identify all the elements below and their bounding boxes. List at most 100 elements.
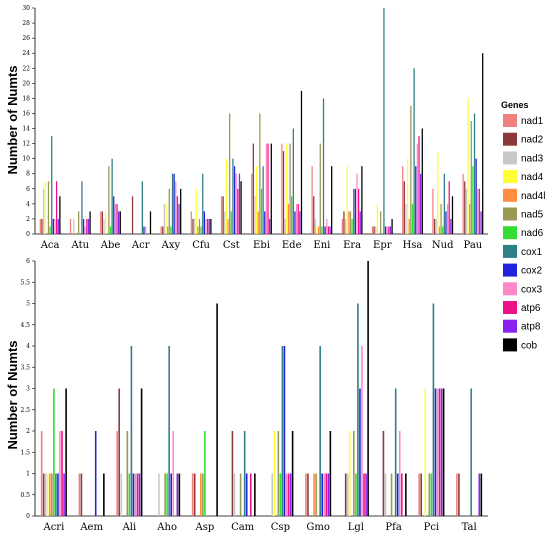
bottom-y-tick-label: 3.5 <box>20 364 30 371</box>
top-bar-Ebi-nad1 <box>251 173 253 234</box>
top-bar-Abe-nad4 <box>104 211 107 234</box>
bottom-bar-Aem-nad1 <box>78 473 81 516</box>
legend-swatch-cox2 <box>503 263 517 277</box>
bottom-bar-Csp-cox3 <box>285 473 288 516</box>
top-bar-Axy-nad1 <box>160 226 162 234</box>
top-bar-Nud-nad4 <box>437 151 439 234</box>
bottom-bar-Csp-atp8 <box>289 473 292 516</box>
top-bar-Atu-cox1 <box>81 181 83 234</box>
top-y-tick-label: 2 <box>26 216 30 223</box>
top-bar-Aca-atp8 <box>57 218 59 234</box>
legend-label-cob: cob <box>521 340 538 351</box>
bottom-category-label: Csp <box>271 522 290 533</box>
bottom-bar-Pci-atp8 <box>440 388 443 516</box>
bottom-y-tick-label: 5.5 <box>20 279 30 286</box>
top-bar-Cst-nad3 <box>224 211 226 234</box>
top-bar-Eni-nad2 <box>313 196 315 234</box>
top-bar-Cfu-cob <box>210 218 212 234</box>
legend-label-nad6: nad6 <box>521 228 544 239</box>
bottom-bar-Gmo-atp6 <box>325 473 328 516</box>
top-bar-Era-cox2 <box>354 188 356 234</box>
top-bar-Hsa-cob <box>421 128 423 234</box>
top-y-tick-label: 12 <box>22 141 30 148</box>
top-bar-Aca-cox2 <box>52 218 54 234</box>
legend-swatch-nad4l <box>503 188 517 202</box>
top-bar-Abe-atp6 <box>116 203 118 234</box>
top-bar-Era-atp8 <box>359 211 361 234</box>
top-bar-Ede-nad2 <box>282 151 285 234</box>
bottom-bar-Gmo-nad2 <box>307 473 309 516</box>
top-bar-Aca-nad4 <box>44 181 46 234</box>
bottom-bar-Acri-cox3 <box>59 431 61 516</box>
top-bar-Pau-nad4 <box>467 98 469 235</box>
top-bar-Atu-atp6 <box>86 218 88 234</box>
top-bar-Epr-nad3 <box>375 226 377 234</box>
bottom-bar-Tal-cox1 <box>470 388 472 516</box>
top-bar-Ebi-atp8 <box>269 218 271 234</box>
bottom-bar-Cam-cob <box>254 473 256 516</box>
top-bar-Aca-nad3 <box>42 188 45 234</box>
top-bar-Atu-cox2 <box>82 218 85 234</box>
bottom-y-tick-label: 0.5 <box>20 492 30 499</box>
top-y-tick-label: 20 <box>22 80 30 87</box>
top-bar-Eni-nad4 <box>316 226 318 234</box>
top-bar-Atu-cob <box>89 211 91 234</box>
bottom-y-tick-label: 4.5 <box>20 322 30 329</box>
legend-label-nad5: nad5 <box>521 210 544 221</box>
top-bar-Aca-atp6 <box>55 181 58 234</box>
top-bar-Eni-nad1 <box>311 166 313 234</box>
top-category-label: Ede <box>282 240 302 251</box>
top-bar-Ede-atp6 <box>297 203 299 234</box>
top-bar-Ebi-atp6 <box>267 143 269 234</box>
top-bar-Pau-nad4l <box>469 203 471 234</box>
bottom-category-label: Pci <box>424 522 440 533</box>
top-bar-Atu-nad1 <box>69 218 72 234</box>
top-bar-Hsa-cox2 <box>415 166 417 234</box>
top-bar-Aca-nad1 <box>39 218 41 234</box>
bottom-y-tick-label: 6 <box>26 258 30 265</box>
bottom-bar-Csp-nad4 <box>273 431 276 516</box>
bottom-bar-Cam-cox2 <box>245 473 248 516</box>
top-bar-Abe-nad2 <box>101 211 103 234</box>
bottom-bar-Lgl-cox3 <box>361 346 363 516</box>
top-y-tick-label: 0 <box>26 231 30 238</box>
legend-title: Genes <box>501 100 529 110</box>
bottom-bar-Pci-cox3 <box>436 388 439 516</box>
bottom-bar-Ali-nad1 <box>116 431 118 516</box>
bottom-bar-Asp-nad1 <box>191 473 194 516</box>
bottom-bar-Acri-nad4 <box>46 473 49 516</box>
bottom-category-label: Ali <box>122 522 137 533</box>
top-bar-Cst-cox3 <box>235 173 237 234</box>
top-bar-Ebi-nad4l <box>257 211 259 234</box>
bottom-bar-Asp-nad4l <box>200 473 202 516</box>
top-y-tick-label: 22 <box>22 65 30 72</box>
top-bar-Era-nad3 <box>344 218 347 234</box>
top-bar-Pau-nad6 <box>472 166 474 234</box>
top-bar-Axy-nad4 <box>165 203 167 234</box>
bottom-bar-Pci-atp6 <box>438 388 441 516</box>
bottom-bar-Acri-cox2 <box>57 473 59 516</box>
top-bar-Era-nad4l <box>348 211 350 234</box>
bottom-bar-Csp-cox2 <box>283 346 286 516</box>
bottom-bar-Lgl-nad3 <box>346 473 349 516</box>
top-bar-Eni-nad3 <box>314 218 317 234</box>
top-bar-Pau-nad3 <box>465 188 468 234</box>
top-bar-Cfu-atp8 <box>208 218 210 234</box>
top-bar-Abe-cox1 <box>111 158 113 234</box>
top-category-label: Pau <box>464 240 483 251</box>
bottom-bar-Ali-atp8 <box>138 473 141 516</box>
bottom-bar-Cam-atp6 <box>249 473 252 516</box>
top-bar-Cfu-nad6 <box>200 226 202 234</box>
top-bar-Pau-cox3 <box>477 188 479 234</box>
legend-label-atp8: atp8 <box>521 322 541 333</box>
bottom-bar-Gmo-nad5 <box>315 473 317 516</box>
top-bar-Cfu-atp6 <box>206 218 209 234</box>
top-bar-Epr-cox3 <box>386 226 388 234</box>
bottom-category-label: Aho <box>156 522 177 533</box>
legend-label-nad1: nad1 <box>521 116 544 127</box>
bottom-y-tick-label: 2.5 <box>20 407 30 414</box>
bottom-bar-Cam-cox1 <box>243 431 246 516</box>
top-bar-Epr-cox1 <box>383 8 385 234</box>
bottom-bar-Aho-nad3 <box>158 473 160 516</box>
bottom-category-label: Pfa <box>385 522 401 533</box>
